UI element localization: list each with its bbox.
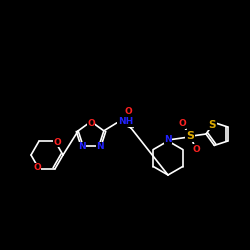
Text: O: O	[125, 107, 133, 116]
Text: O: O	[33, 163, 41, 172]
Text: O: O	[87, 119, 95, 128]
Text: NH: NH	[118, 117, 133, 126]
Text: N: N	[164, 134, 172, 143]
Text: N: N	[96, 142, 104, 152]
Text: O: O	[53, 138, 61, 147]
Text: N: N	[78, 142, 86, 152]
Text: S: S	[208, 120, 216, 130]
Text: O: O	[178, 120, 186, 128]
Text: O: O	[192, 144, 200, 154]
Text: S: S	[186, 131, 194, 141]
